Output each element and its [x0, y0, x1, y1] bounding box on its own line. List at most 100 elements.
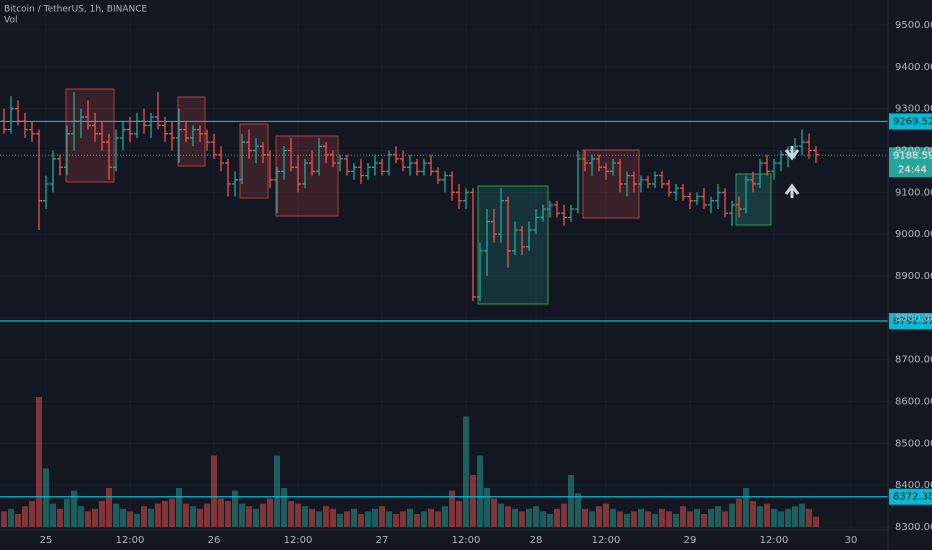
volume-bar: [428, 508, 434, 527]
volume-bar: [638, 508, 644, 527]
volume-bar: [190, 506, 196, 527]
volume-bar: [477, 455, 483, 527]
level-label: 8792.37: [893, 316, 932, 327]
volume-bar: [267, 498, 273, 527]
volume-bar: [659, 508, 665, 527]
y-tick-label: 8400.00: [895, 480, 932, 491]
volume-bar: [617, 511, 623, 527]
volume-bar: [568, 475, 574, 527]
volume-bar: [43, 468, 49, 527]
y-tick-label: 9200.00: [895, 146, 932, 157]
volume-bar: [85, 511, 91, 527]
volume-bar: [15, 514, 21, 527]
level-tag: [889, 113, 932, 130]
volume-bar: [253, 508, 259, 527]
countdown: 24:44: [898, 164, 927, 175]
volume-bar: [113, 503, 119, 527]
x-tick-label: 12:00: [284, 535, 313, 546]
volume-bar: [309, 508, 315, 527]
volume-bar: [603, 503, 609, 527]
x-tick-label: 12:00: [760, 535, 789, 546]
volume-bar: [533, 506, 539, 527]
volume-bar: [771, 508, 777, 527]
y-tick-label: 9300.00: [895, 104, 932, 115]
volume-bar: [715, 506, 721, 527]
volume-bar: [232, 490, 238, 527]
volume-bar: [799, 503, 805, 527]
volume-bar: [666, 511, 672, 527]
volume-bar: [302, 506, 308, 527]
x-tick-label: 12:00: [592, 535, 621, 546]
volume-bar: [274, 455, 280, 527]
volume-bar: [127, 511, 133, 527]
levels: 9269.52 8792.37 8372.38 9188.59 24:44: [0, 113, 932, 505]
volume-bar: [491, 498, 497, 527]
x-tick-label: 30: [845, 535, 858, 546]
volume-bar: [106, 488, 112, 527]
y-tick-label: 9100.00: [895, 187, 932, 198]
volume-bar: [288, 501, 294, 527]
y-tick-label: 8800.00: [895, 313, 932, 324]
volume-bar: [155, 503, 161, 527]
volume-bar: [365, 511, 371, 527]
volume-bar: [225, 501, 231, 527]
volume-bar: [624, 514, 630, 527]
volume-bar: [561, 503, 567, 527]
volume-bar: [337, 514, 343, 527]
volume-bar: [260, 503, 266, 527]
volume-bar: [785, 508, 791, 527]
volume-bar: [442, 506, 448, 527]
volume-bar: [358, 514, 364, 527]
volume-bar: [36, 397, 42, 527]
volume-bar: [736, 498, 742, 527]
volume-bar: [379, 506, 385, 527]
volume-bar: [652, 514, 658, 527]
symbol-title: Bitcoin / TetherUS, 1h, BINANCE: [4, 5, 148, 15]
y-tick-label: 8300.00: [895, 522, 932, 533]
volume-bar: [806, 508, 812, 527]
level-tag: [889, 488, 932, 505]
volume-bar: [400, 511, 406, 527]
volume-bar: [421, 511, 427, 527]
volume-bar: [778, 511, 784, 527]
level-tag: [889, 313, 932, 330]
volume-bar: [596, 506, 602, 527]
volume-bar: [99, 501, 105, 527]
volume-bar: [680, 506, 686, 527]
volume-bar: [743, 488, 749, 527]
volume-bar: [92, 508, 98, 527]
volume-bar: [645, 511, 651, 527]
volume-bar: [64, 498, 70, 527]
y-tick-label: 8900.00: [895, 271, 932, 282]
arrow-up: [784, 183, 800, 198]
grid: [0, 0, 888, 530]
volume-bar: [757, 506, 763, 527]
x-tick-label: 25: [40, 535, 53, 546]
arrow-down: [784, 146, 800, 161]
volume-bar: [57, 508, 63, 527]
volume-bar: [239, 503, 245, 527]
volume-bar: [687, 511, 693, 527]
volume-bar: [512, 508, 518, 527]
volume-bar: [673, 514, 679, 527]
volume-bar: [197, 508, 203, 527]
level-label: 8372.38: [893, 492, 932, 503]
volume-bar: [449, 490, 455, 527]
volume-bar: [435, 511, 441, 527]
volume-bar: [792, 506, 798, 527]
zone: [65, 88, 115, 183]
volume-bar: [246, 506, 252, 527]
volume-bar: [470, 475, 476, 527]
zone: [239, 123, 269, 199]
volume-bar: [169, 498, 175, 527]
volume-bar: [218, 498, 224, 527]
volume-bar: [316, 511, 322, 527]
zone: [177, 96, 206, 167]
volume-bar: [701, 514, 707, 527]
y-tick-label: 8700.00: [895, 355, 932, 366]
volume-bar: [148, 508, 154, 527]
volume-bar: [393, 514, 399, 527]
y-tick-label: 8500.00: [895, 438, 932, 449]
level-label: 9269.52: [893, 116, 932, 127]
volume-bar: [372, 508, 378, 527]
